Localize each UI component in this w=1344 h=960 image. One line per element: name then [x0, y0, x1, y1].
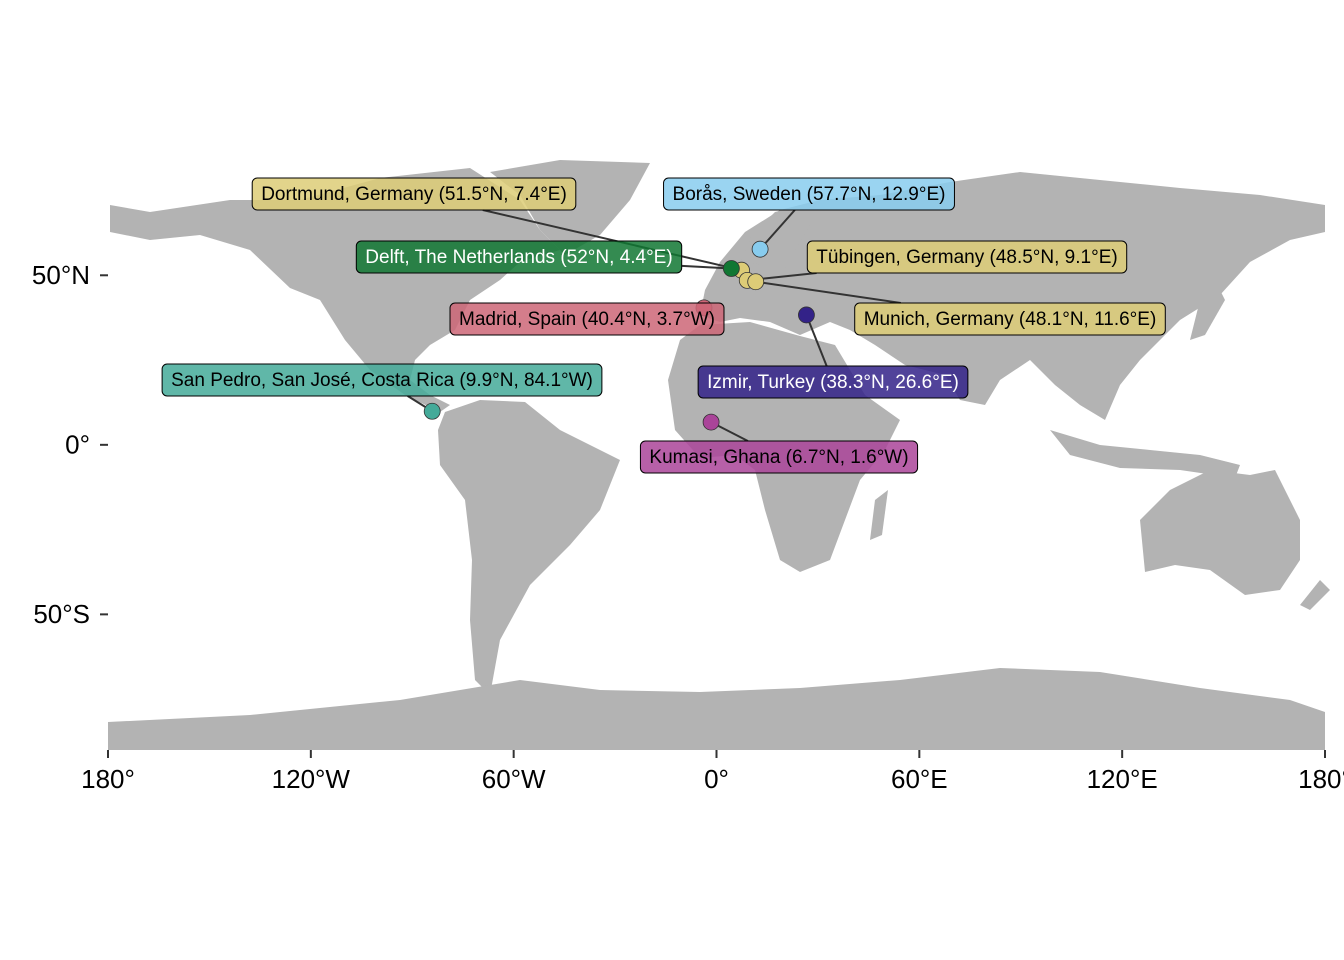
new-zealand	[1300, 580, 1330, 610]
australia	[1140, 470, 1300, 595]
point-label: Munich, Germany (48.1°N, 11.6°E)	[854, 302, 1166, 336]
x-tick-label: 180°	[81, 764, 135, 794]
label-text: Delft, The Netherlands (52°N, 4.4°E)	[365, 247, 672, 268]
point-label: Kumasi, Ghana (6.7°N, 1.6°W)	[639, 440, 919, 474]
x-tick-label: 60°W	[482, 764, 546, 794]
x-tick-label: 0°	[704, 764, 729, 794]
label-box	[161, 363, 603, 397]
label-connectors	[407, 209, 901, 442]
label-text: Tübingen, Germany (48.5°N, 9.1°E)	[816, 247, 1117, 268]
point-label: Dortmund, Germany (51.5°N, 7.4°E)	[251, 177, 577, 211]
x-tick-label: 120°E	[1087, 764, 1158, 794]
point-label: Tübingen, Germany (48.5°N, 9.1°E)	[806, 240, 1128, 274]
japan	[1190, 280, 1225, 340]
label-box	[449, 302, 725, 336]
connector	[482, 209, 742, 272]
point	[722, 260, 740, 277]
south-america	[438, 400, 620, 695]
point	[702, 413, 720, 431]
point-label: San Pedro, San José, Costa Rica (9.9°N, …	[161, 363, 603, 397]
point	[751, 240, 769, 258]
label-box	[251, 177, 577, 211]
point	[423, 402, 441, 420]
antarctica	[108, 668, 1325, 750]
eurasia	[700, 172, 1325, 420]
point-label: Delft, The Netherlands (52°N, 4.4°E)	[355, 240, 683, 274]
label-text: Borås, Sweden (57.7°N, 12.9°E)	[673, 184, 946, 205]
axes: 180° 120°W 60°W 0° 60°E 120°E 180° 50°N 0° 50°S	[32, 260, 1344, 794]
x-tick-label: 180°	[1298, 764, 1344, 794]
y-tick-label: 50°N	[32, 260, 90, 290]
north-america	[110, 168, 560, 412]
label-box	[697, 365, 969, 399]
point-label: Madrid, Spain (40.4°N, 3.7°W)	[449, 302, 725, 336]
point	[798, 306, 815, 324]
label-box	[639, 440, 919, 474]
label-box	[854, 302, 1166, 336]
connector	[755, 280, 901, 304]
label-text: San Pedro, San José, Costa Rica (9.9°N, …	[171, 370, 593, 391]
label-box	[806, 240, 1128, 274]
madagascar	[870, 490, 888, 540]
label-text: Izmir, Turkey (38.3°N, 26.6°E)	[707, 372, 959, 393]
point-labels: Dortmund, Germany (51.5°N, 7.4°E) Borås, …	[161, 177, 1166, 474]
connector	[805, 314, 828, 367]
point-label: Borås, Sweden (57.7°N, 12.9°E)	[663, 177, 955, 211]
x-tick-label: 60°E	[891, 764, 948, 794]
point	[747, 273, 765, 291]
label-text: Munich, Germany (48.1°N, 11.6°E)	[864, 309, 1157, 330]
label-text: Kumasi, Ghana (6.7°N, 1.6°W)	[649, 447, 908, 468]
label-box	[663, 177, 955, 211]
label-box	[355, 240, 683, 274]
indonesia	[1050, 430, 1240, 478]
label-text: Madrid, Spain (40.4°N, 3.7°W)	[459, 309, 715, 330]
x-tick-label: 120°W	[272, 764, 351, 794]
connector	[759, 209, 796, 250]
y-tick-label: 50°S	[33, 599, 90, 629]
point-label: Izmir, Turkey (38.3°N, 26.6°E)	[697, 365, 969, 399]
y-tick-label: 0°	[65, 430, 90, 460]
label-text: Dortmund, Germany (51.5°N, 7.4°E)	[261, 184, 567, 205]
